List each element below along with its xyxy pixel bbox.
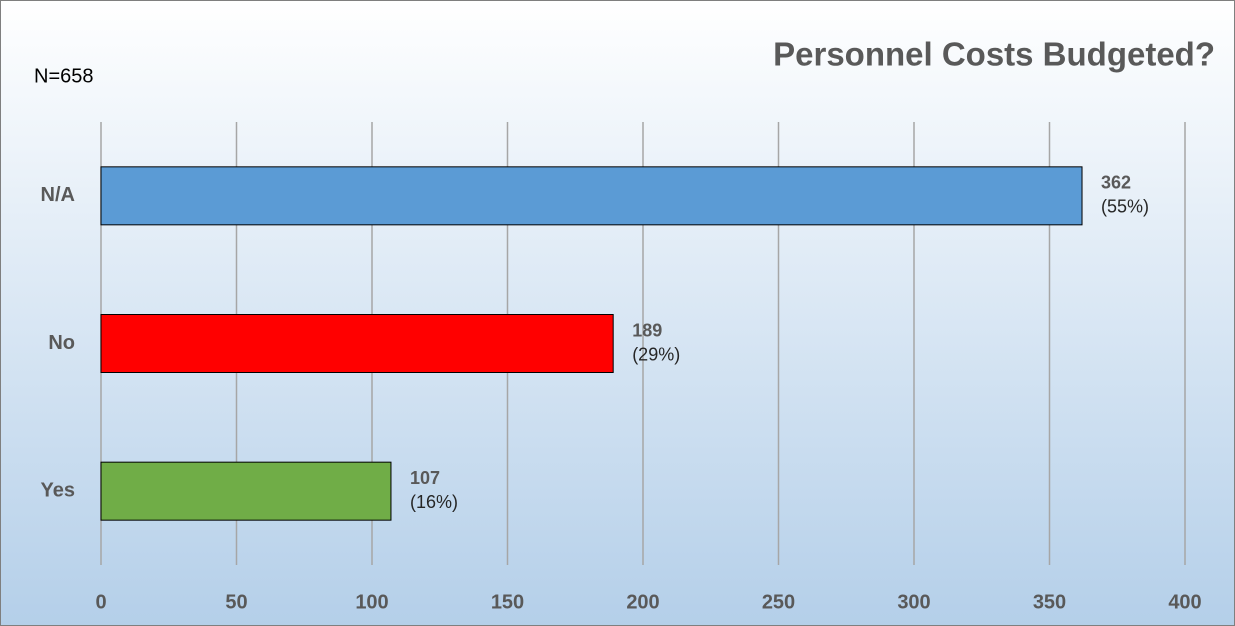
y-tick-label: N/A [41, 184, 75, 206]
x-tick-label: 150 [491, 591, 524, 613]
y-tick-label: Yes [41, 479, 75, 501]
value-label: 362 [1101, 173, 1131, 193]
bar [100, 166, 1083, 226]
x-tick-label: 200 [626, 591, 659, 613]
percent-label: (16%) [410, 492, 458, 512]
x-tick-label: 300 [897, 591, 930, 613]
bar [100, 461, 392, 521]
chart-title: Personnel Costs Budgeted? [773, 36, 1215, 73]
x-tick-label: 0 [95, 591, 106, 613]
x-tick-label: 50 [225, 591, 247, 613]
value-label: 189 [632, 320, 662, 340]
bar [100, 314, 614, 373]
x-tick-label: 250 [762, 591, 795, 613]
percent-label: (55%) [1101, 197, 1149, 217]
x-tick-label: 350 [1033, 591, 1066, 613]
x-tick-label: 100 [355, 591, 388, 613]
value-label: 107 [410, 468, 440, 488]
y-tick-label: No [48, 332, 75, 354]
annotation: N=658 [34, 65, 94, 87]
percent-label: (29%) [632, 344, 680, 364]
x-tick-label: 400 [1168, 591, 1201, 613]
